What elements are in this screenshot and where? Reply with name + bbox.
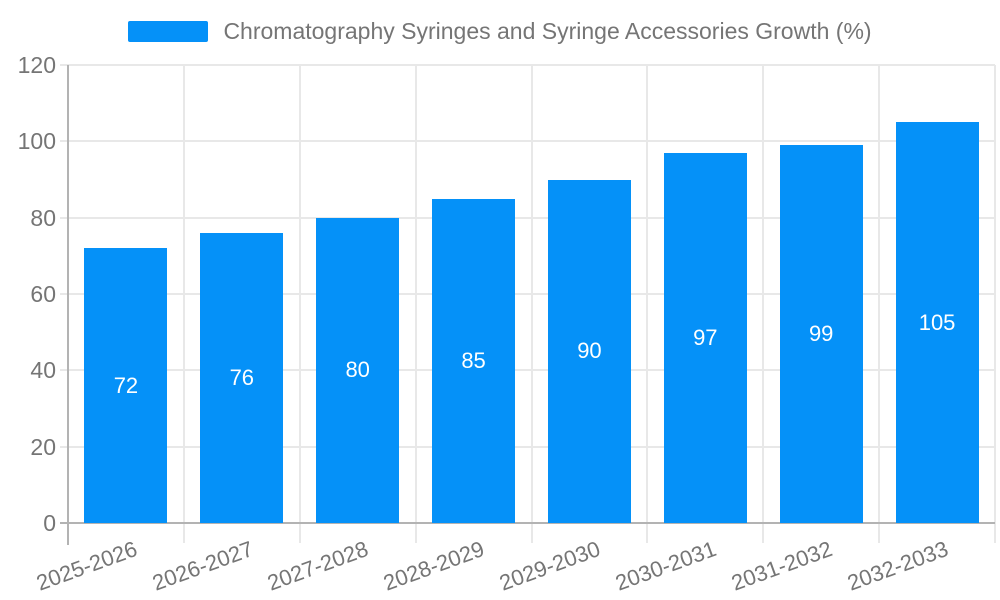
y-axis-tick [60,445,68,448]
y-axis-label: 120 [17,52,56,78]
y-axis-tick [60,293,68,295]
x-axis-label: 2028-2029 [380,536,488,596]
x-axis-line [60,522,995,524]
y-axis-tick [60,140,68,143]
x-axis-label: 2029-2030 [496,536,604,596]
bar-2028-2029[interactable]: 85 [432,198,516,523]
x-gridline [530,65,533,543]
legend-swatch [128,20,209,42]
bar-2029-2030[interactable]: 90 [547,179,631,523]
x-axis-label: 2025-2026 [32,536,141,596]
y-axis-tick [60,64,68,66]
x-axis-label: 2030-2031 [612,536,720,596]
bar-value-label: 85 [461,347,486,373]
bar-2032-2033[interactable]: 105 [895,122,979,523]
y-axis-label: 100 [17,128,56,155]
bar-value-label: 99 [808,321,834,347]
x-gridline [994,65,996,543]
bar-2027-2028[interactable]: 80 [316,217,400,523]
x-gridline [646,65,649,543]
bar-value-label: 72 [113,372,139,398]
y-axis-label: 40 [30,357,56,384]
x-axis-label: 2032-2033 [843,536,952,596]
bar-value-label: 76 [229,364,255,390]
y-axis-label: 60 [30,281,56,307]
y-axis-tick [60,369,68,372]
bar-2030-2031[interactable]: 97 [663,152,747,523]
x-gridline [878,65,881,543]
x-axis-label: 2031-2032 [727,536,836,596]
x-gridline [762,65,765,543]
y-axis-tick [60,216,68,219]
y-axis-line [67,65,69,545]
bar-value-label: 105 [918,309,956,335]
x-gridline [414,65,417,543]
y-axis-label: 80 [30,204,56,231]
x-gridline [298,65,301,543]
bar-value-label: 90 [577,338,602,364]
bar-2026-2027[interactable]: 76 [200,232,284,523]
x-axis-label: 2026-2027 [148,536,257,596]
bar-2031-2032[interactable]: 99 [779,145,863,523]
x-gridline [182,65,185,543]
y-axis-label: 20 [30,433,56,460]
y-axis-label: 0 [43,510,56,536]
legend-label: Chromatography Syringes and Syringe Acce… [223,18,872,44]
legend-item[interactable]: Chromatography Syringes and Syringe Acce… [0,18,1000,44]
x-axis-label: 2027-2028 [264,536,372,596]
bar-value-label: 97 [693,324,718,350]
bar-2025-2026[interactable]: 72 [84,248,168,523]
bar-value-label: 80 [345,357,370,383]
